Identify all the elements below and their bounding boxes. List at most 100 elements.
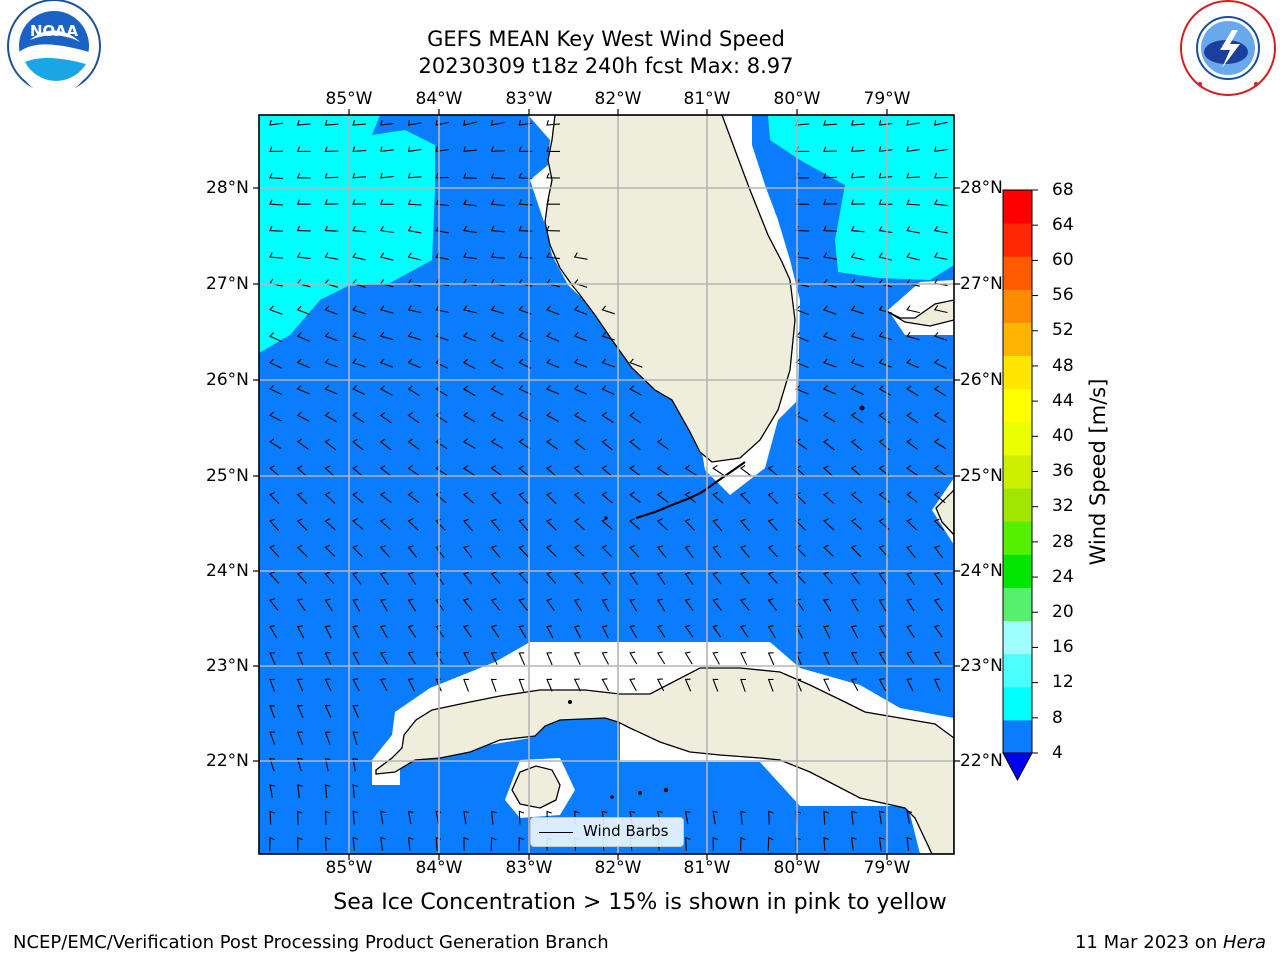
wind-barb: [269, 225, 284, 232]
wind-barb: [546, 465, 558, 478]
wind-barb: [546, 652, 553, 666]
wind-barb: [407, 226, 422, 234]
wind-barb: [463, 651, 471, 665]
wind-barb: [269, 332, 283, 343]
colorbar-tick-44: 44: [1052, 391, 1074, 411]
wind-barb: [850, 331, 865, 341]
wind-barb: [684, 464, 697, 476]
wind-barb: [739, 465, 752, 477]
wind-barb: [906, 358, 920, 369]
wind-barb: [518, 252, 533, 259]
wind-barb: [906, 572, 915, 585]
wind-barb: [352, 651, 360, 665]
wind-barb: [629, 598, 638, 612]
wind-barb: [712, 624, 722, 638]
wind-barb: [407, 385, 420, 397]
wind-barb: [379, 252, 394, 261]
wind-barb: [767, 598, 778, 611]
wind-barb: [906, 598, 915, 612]
wind-barb: [906, 385, 919, 397]
wind-barb: [269, 119, 283, 126]
wind-barb: [656, 598, 666, 612]
wind-barb: [601, 358, 615, 368]
wind-barb: [850, 438, 863, 451]
wind-barb: [656, 438, 669, 450]
wind-barb: [379, 305, 394, 314]
wind-barb: [546, 385, 560, 395]
wind-barb: [462, 438, 476, 449]
wind-barb: [518, 810, 525, 825]
wind-barb: [546, 411, 559, 422]
wind-barb: [462, 385, 476, 397]
lon-label-bottom-84w: 84°W: [415, 858, 463, 878]
wind-barb: [518, 199, 533, 206]
wind-barb: [379, 518, 391, 530]
wind-barb: [684, 518, 695, 531]
wind-barb: [850, 252, 865, 261]
wind-barb: [324, 837, 331, 851]
wind-barb: [878, 226, 893, 234]
wind-barb: [684, 651, 693, 665]
wind-barb: [823, 358, 837, 368]
wind-barb: [767, 518, 778, 531]
wind-barb: [933, 491, 946, 504]
wind-barb: [906, 438, 919, 450]
nws-logo: [1180, 0, 1276, 96]
wind-barb: [906, 651, 915, 665]
wind-barb: [269, 518, 280, 531]
wind-barb: [379, 438, 392, 451]
wind-barb: [573, 544, 585, 557]
wind-barb: [518, 598, 528, 611]
wind-barb: [324, 652, 332, 666]
wind-barb: [324, 598, 333, 612]
wind-barb: [379, 199, 394, 205]
wind-barb: [518, 172, 533, 180]
wind-barb: [906, 412, 919, 424]
colorbar-segment: [1003, 620, 1032, 655]
wind-barb: [906, 810, 913, 825]
wind-barb: [601, 491, 613, 504]
wind-barb: [629, 545, 640, 558]
map-ticks: [253, 109, 960, 860]
wind-barb: [324, 731, 331, 745]
wind-barb: [297, 810, 303, 825]
wind-barb: [379, 412, 392, 424]
wind-barb: [546, 305, 560, 316]
wind-barb: [767, 544, 778, 558]
wind-barb: [352, 678, 360, 692]
wind-barb: [933, 226, 948, 234]
colorbar-tick-52: 52: [1052, 320, 1074, 340]
wind-barb: [573, 305, 588, 315]
wind-barb: [573, 678, 581, 692]
wind-barb: [296, 305, 310, 316]
wind-barb: [463, 678, 470, 692]
wind-barb: [933, 305, 948, 314]
wind-barb: [629, 625, 638, 639]
wind-barb: [490, 146, 505, 152]
wind-barb: [462, 305, 477, 314]
wind-barb: [462, 598, 473, 611]
wind-barb: [462, 571, 473, 585]
wind-barb: [767, 492, 779, 505]
sea-ice-note: Sea Ice Concentration > 15% is shown in …: [333, 890, 947, 915]
wind-barb: [573, 358, 588, 368]
wind-barb: [573, 491, 585, 504]
wind-barb: [296, 252, 311, 260]
wind-barb: [269, 836, 275, 851]
wind-barb: [518, 358, 532, 369]
chart-title: GEFS MEAN Key West Wind Speed: [427, 27, 785, 51]
colorbar-segment: [1003, 421, 1032, 456]
wind-barb: [629, 385, 642, 396]
wind-barb: [352, 544, 363, 557]
colorbar-tick-8: 8: [1052, 708, 1063, 728]
wind-barb: [407, 810, 414, 825]
wind-barb: [269, 625, 278, 639]
wind-barb: [407, 199, 422, 206]
land-bahamas-andros: [935, 489, 954, 536]
wind-barb: [740, 652, 747, 665]
wind-barb: [933, 545, 944, 559]
wind-barb: [850, 172, 865, 179]
wind-barb: [546, 625, 554, 639]
wind-barb: [933, 518, 945, 531]
colorbar-tick-24: 24: [1052, 567, 1074, 587]
